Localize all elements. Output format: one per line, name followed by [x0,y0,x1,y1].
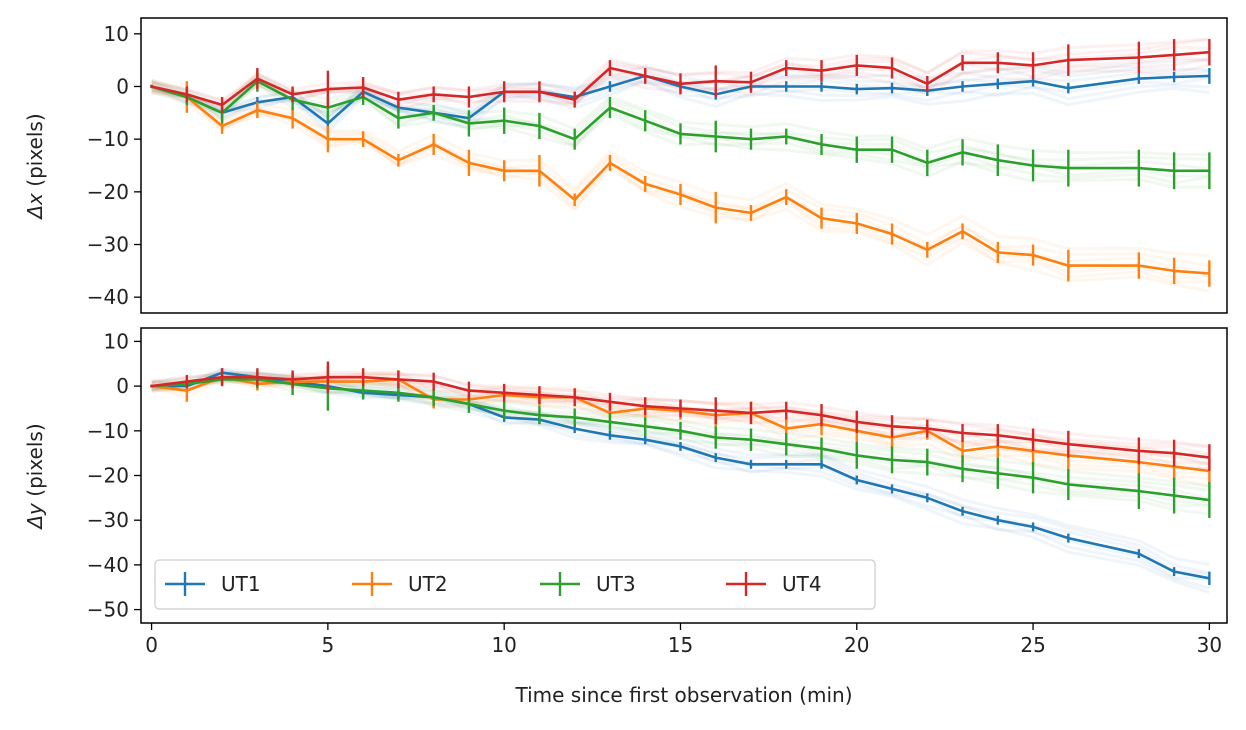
ut3-trace [151,379,1210,516]
bottom-y-axis-label: Δy (pixels) [23,423,47,530]
ut2-line [151,85,1210,275]
x-tick-label: 15 [668,633,693,657]
ut3-trace [151,72,1210,157]
ut1-trace [151,58,1210,120]
ut1-line [151,371,1210,580]
legend-entry-ut3: UT3 [540,572,636,596]
ut4-trace [151,375,1210,466]
legend: UT1 UT2 UT3 UT4 [154,559,876,610]
ut1-trace [151,79,1210,130]
y-tick-label: 0 [116,374,129,398]
legend-label: UT1 [221,572,261,596]
y-tick-label: −30 [87,233,129,257]
top-plot-frame [140,17,1228,314]
ut4-line [151,375,1210,459]
ut1-trace [151,370,1210,590]
ut3-line [151,79,1210,173]
ut2-line [151,375,1210,473]
ut3-trace [151,378,1210,506]
y-tick-label: −10 [87,127,129,151]
y-tick-label: −40 [87,553,129,577]
legend-entry-ut2: UT2 [352,572,448,596]
legend-entry-ut4: UT4 [726,572,822,596]
ut2-trace [151,87,1210,293]
x-axis-label: Time since first observation (min) [514,683,852,707]
ut4-trace [151,370,1210,448]
legend-label: UT2 [408,572,448,596]
top-y-ticks: 10 0 −10 −20 −30 −40 [87,22,141,309]
y-tick-label: −20 [87,180,129,204]
ut3-line [151,378,1210,502]
top-y-axis-unit: (pixels) [23,113,47,186]
x-tick-label: 10 [491,633,516,657]
ut3-series [150,70,1211,190]
legend-entry-ut1: UT1 [165,572,261,596]
ut2-trace [151,78,1210,258]
ut2-trace [151,82,1210,267]
ut4-trace [151,57,1210,113]
ut3-trace [151,83,1210,179]
x-tick-label: 20 [844,633,869,657]
x-tick-label: 5 [322,633,335,657]
bottom-panel: 10 0 −10 −20 −30 −40 −50 0 5 10 15 20 25 30 Δy (pixe… [23,327,1228,707]
bottom-series-traces [151,367,1210,594]
bottom-y-ticks: 10 0 −10 −20 −30 −40 −50 [87,329,141,622]
ut1-trace [151,67,1210,119]
y-tick-label: 0 [116,74,129,98]
ut1-line [151,74,1210,125]
top-y-axis-label: Δx (pixels) [23,113,47,220]
legend-entries: UT1 UT2 UT3 UT4 [165,572,822,596]
ut2-trace [151,89,1210,280]
bottom-y-axis-unit: (pixels) [23,423,47,496]
ut4-trace [151,37,1210,102]
bottom-x-ticks: 0 5 10 15 20 25 30 [145,623,1222,657]
y-tick-label: 10 [104,329,129,353]
ut3-trace [151,79,1210,162]
x-tick-label: 30 [1197,633,1222,657]
x-tick-label: 25 [1020,633,1045,657]
ut3-trace [151,83,1210,189]
legend-label: UT4 [782,572,822,596]
y-tick-label: −10 [87,419,129,443]
ut2-trace [151,88,1210,284]
ut4-line [151,50,1210,107]
legend-box [154,559,876,610]
ut4-series [150,361,1211,472]
ut3-trace [151,81,1210,185]
x-tick-label: 0 [145,633,158,657]
ut4-trace [151,56,1210,106]
ut1-trace [150,80,1210,134]
y-tick-label: −20 [87,464,129,488]
y-tick-label: 10 [104,22,129,46]
bottom-y-axis-symbol: Δy [23,502,47,531]
top-y-axis-symbol: Δx [23,193,47,221]
legend-label: UT3 [596,572,636,596]
top-series-lines [150,39,1211,287]
ut4-trace [151,377,1210,471]
ut3-trace [151,379,1210,508]
ut1-trace [151,376,1210,594]
ut4-trace [151,64,1210,111]
ut1-trace [151,370,1210,575]
top-panel: 10 0 −10 −20 −30 −40 Δx (pixels) [23,17,1228,314]
ut2-trace [151,369,1210,458]
y-tick-label: −40 [87,285,129,309]
bottom-series-lines [150,361,1211,586]
y-tick-label: −30 [87,508,129,532]
ut4-series [150,39,1211,113]
y-tick-label: −50 [87,598,129,622]
